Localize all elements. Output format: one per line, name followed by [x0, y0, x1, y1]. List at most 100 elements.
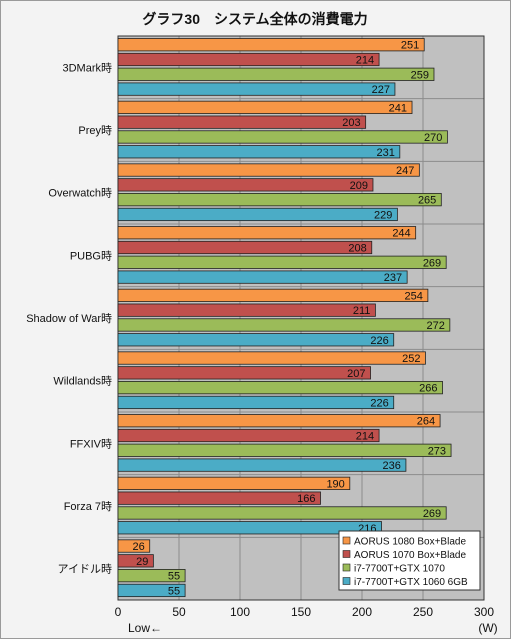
bar	[117, 506, 447, 520]
bar	[117, 82, 396, 96]
data-label: 190	[326, 478, 344, 490]
data-label: 29	[136, 556, 148, 568]
bar	[117, 428, 380, 443]
legend-swatch	[342, 577, 351, 585]
category-label: アイドル時	[58, 563, 112, 576]
bar	[117, 476, 351, 490]
bar	[117, 569, 186, 583]
legend-entry: AORUS 1070 Box+Blade	[354, 550, 466, 561]
bar	[117, 145, 401, 159]
legend-swatch	[342, 536, 351, 545]
plot-border	[117, 35, 485, 601]
bar	[117, 38, 425, 52]
data-label: 270	[424, 132, 442, 144]
bar	[117, 554, 154, 568]
category-label: Shadow of War時	[26, 312, 112, 325]
category-label: 3DMark時	[62, 61, 112, 74]
x-tick-label: 200	[352, 605, 372, 619]
data-label: 226	[370, 335, 388, 347]
bar	[117, 240, 373, 255]
bar	[117, 130, 448, 144]
x-axis-unit-label: (W)	[478, 621, 497, 635]
bar	[117, 255, 447, 269]
chart-title: グラフ30 システム全体の消費電力	[142, 11, 367, 27]
data-label: 254	[405, 290, 423, 302]
bar	[117, 458, 407, 472]
bar	[117, 381, 443, 395]
data-label: 211	[353, 305, 371, 317]
data-label: 247	[396, 165, 414, 177]
category-label: Overwatch時	[48, 187, 112, 200]
bar	[117, 270, 408, 284]
x-tick-label: 150	[291, 605, 311, 619]
data-label: 207	[347, 368, 365, 380]
bar	[117, 583, 186, 598]
bar	[117, 52, 380, 67]
data-label: 252	[402, 353, 420, 365]
data-label: 269	[423, 508, 441, 520]
bar	[117, 207, 398, 222]
category-label: Prey時	[78, 124, 112, 137]
bar	[117, 491, 321, 505]
data-label: 237	[384, 272, 402, 284]
data-label: 203	[342, 117, 360, 129]
bar	[117, 351, 426, 365]
data-label: 227	[372, 84, 390, 96]
data-label: 208	[348, 243, 366, 255]
data-label: 251	[401, 40, 419, 52]
legend-entry: i7-7700T+GTX 1070	[354, 564, 445, 575]
legend-box	[338, 530, 481, 591]
bar	[117, 288, 429, 302]
bar	[117, 414, 441, 428]
data-label: 264	[417, 416, 435, 428]
data-label: 166	[297, 493, 315, 505]
x-tick-label: 300	[474, 605, 494, 619]
legend-entry: AORUS 1080 Box+Blade	[354, 537, 466, 548]
data-label: 226	[370, 397, 388, 409]
x-tick-label: 250	[413, 605, 433, 619]
legend-entry: i7-7700T+GTX 1060 6GB	[354, 577, 468, 588]
data-label: 55	[168, 571, 180, 583]
category-label: PUBG時	[70, 249, 112, 262]
legend-swatch	[342, 563, 351, 572]
bar	[117, 100, 413, 114]
legend-swatch	[342, 550, 351, 558]
bar	[117, 178, 374, 192]
x-axis-low-label: Low←	[128, 621, 162, 635]
bar	[117, 115, 367, 129]
data-label: 272	[426, 320, 444, 332]
bar	[117, 539, 151, 553]
data-label: 229	[374, 209, 392, 221]
bar	[117, 521, 382, 535]
bar	[117, 303, 376, 317]
x-tick-label: 0	[115, 605, 122, 619]
bar	[117, 318, 451, 332]
data-label: 236	[383, 460, 401, 472]
data-label: 26	[132, 541, 144, 553]
data-label: 214	[356, 55, 374, 67]
category-label: Forza 7時	[64, 500, 112, 513]
data-label: 231	[376, 147, 394, 159]
bar	[117, 67, 435, 81]
x-tick-label: 100	[230, 605, 250, 619]
data-label: 244	[392, 228, 410, 240]
data-label: 55	[168, 585, 180, 597]
bar	[117, 443, 452, 457]
data-label: 273	[428, 445, 446, 457]
bar	[117, 226, 417, 240]
bar	[117, 395, 395, 410]
bar	[117, 193, 442, 207]
data-label: 259	[411, 69, 429, 81]
category-label: FFXIV時	[70, 437, 112, 450]
bar	[117, 366, 371, 380]
bar	[117, 333, 395, 347]
data-label: 241	[389, 102, 407, 114]
data-label: 265	[418, 195, 436, 207]
x-tick-label: 50	[172, 605, 186, 619]
data-label: 209	[350, 180, 368, 192]
data-label: 214	[356, 431, 374, 443]
bar	[117, 163, 420, 177]
category-label: Wildlands時	[53, 375, 112, 388]
data-label: 269	[423, 257, 441, 269]
